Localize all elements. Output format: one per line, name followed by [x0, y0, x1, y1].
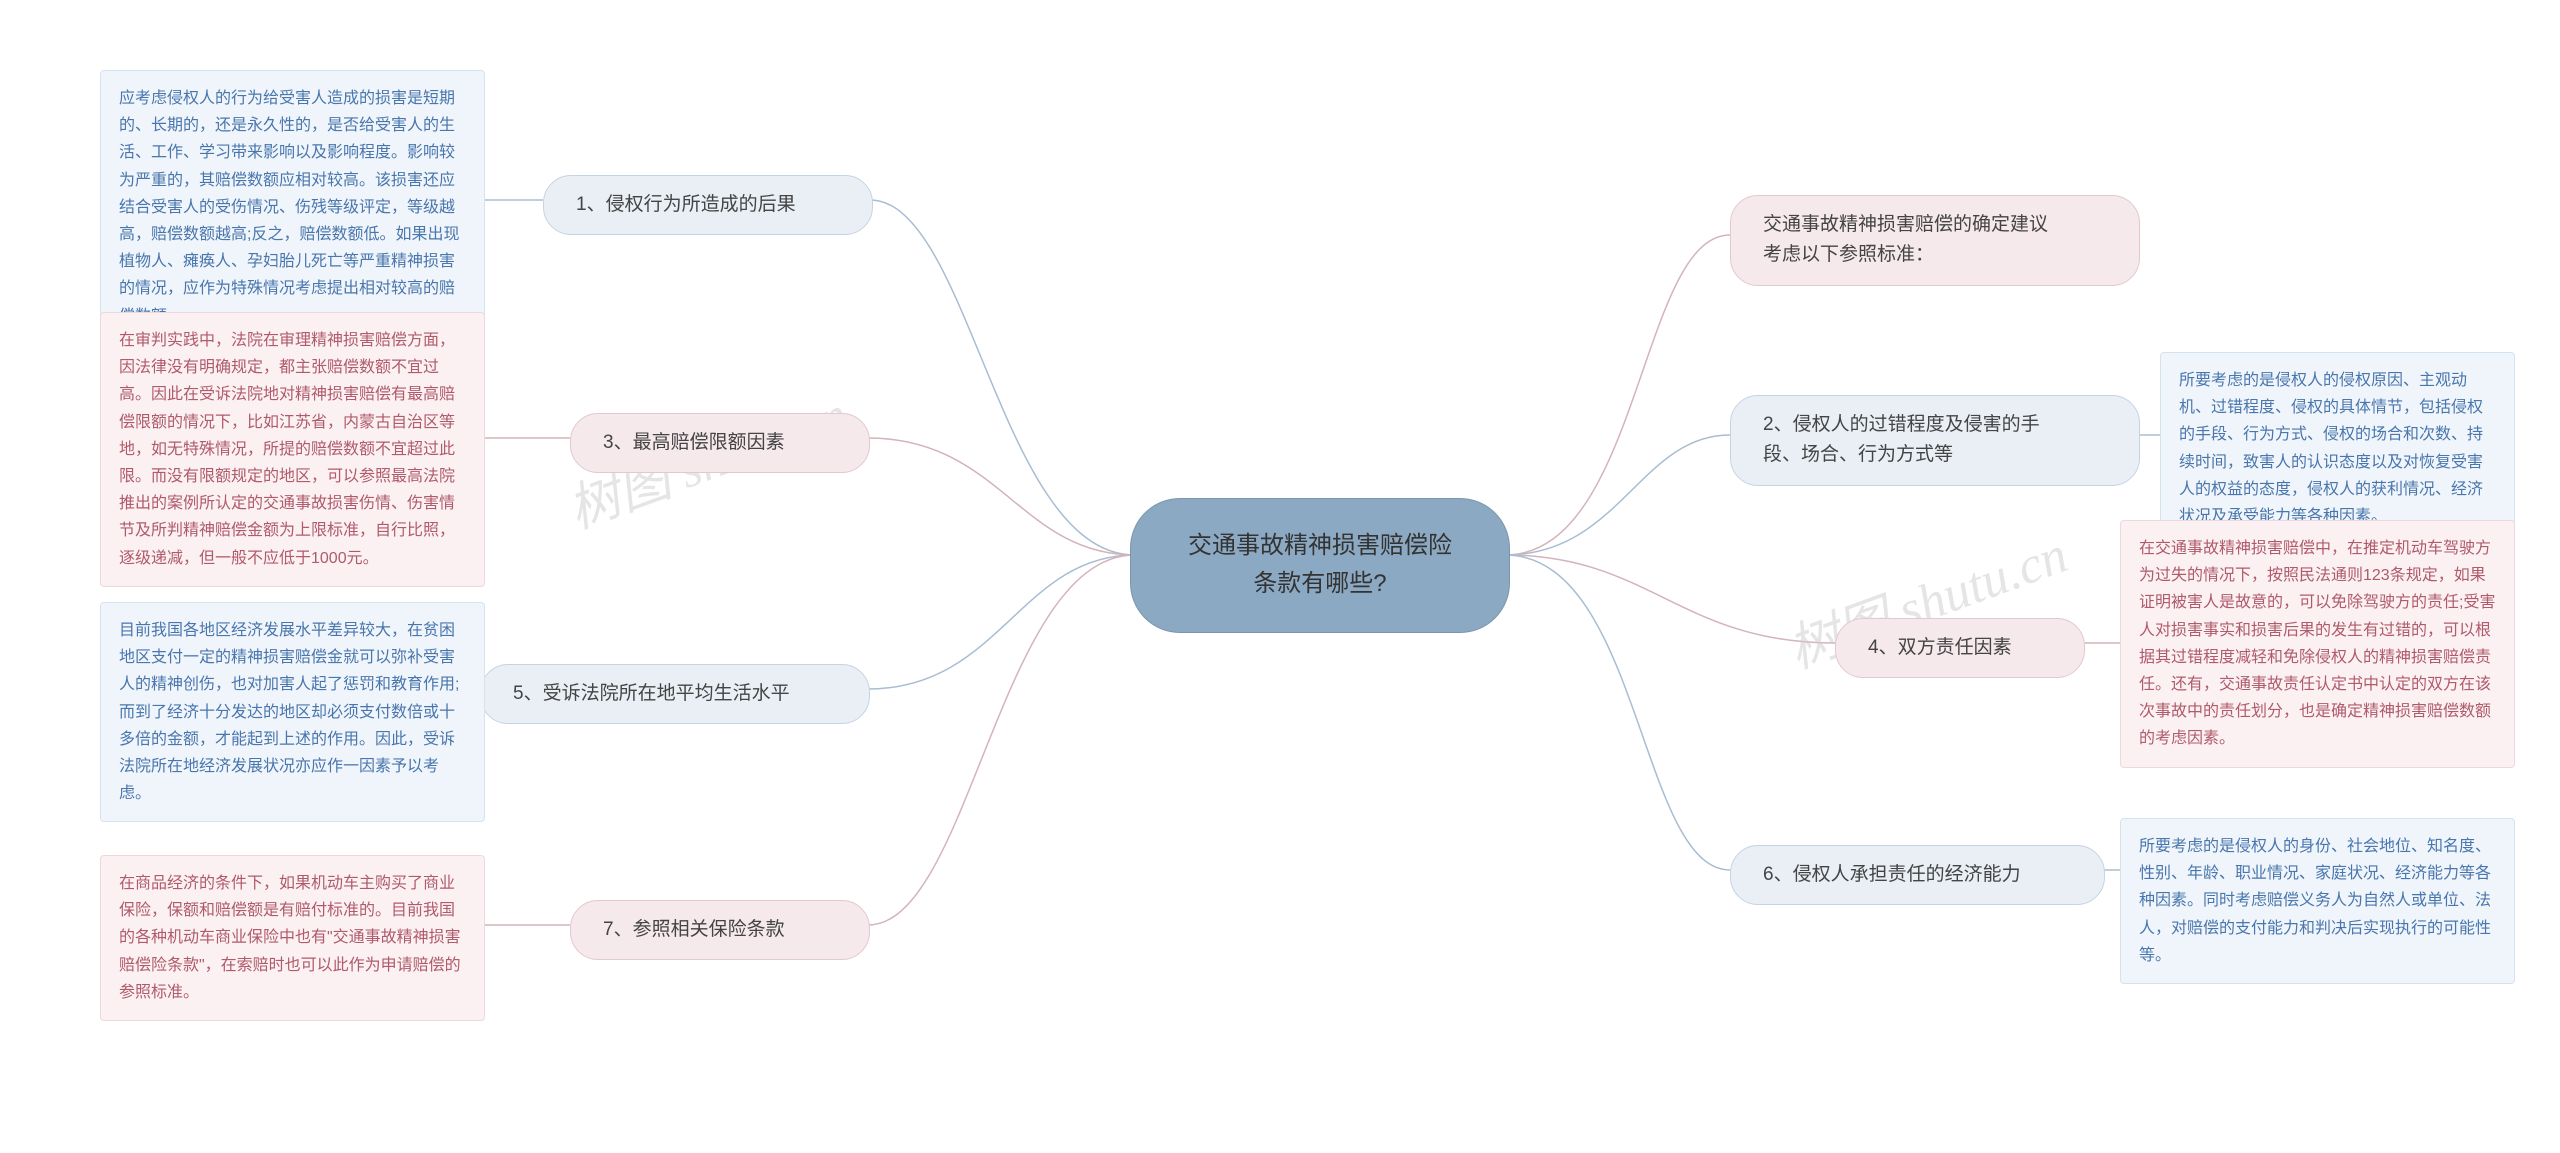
branch-l5-label: 5、受诉法院所在地平均生活水平	[513, 683, 790, 704]
branch-r2[interactable]: 2、侵权人的过错程度及侵害的手 段、场合、行为方式等	[1730, 395, 2140, 486]
center-line1: 交通事故精神损害赔偿险	[1188, 532, 1452, 559]
branch-r0-l2: 考虑以下参照标准：	[1763, 244, 1934, 265]
branch-l1[interactable]: 1、侵权行为所造成的后果	[543, 175, 873, 235]
detail-l1: 应考虑侵权人的行为给受害人造成的损害是短期的、长期的，还是永久性的，是否给受害人…	[100, 70, 485, 345]
detail-r4-text: 在交通事故精神损害赔偿中，在推定机动车驾驶方为过失的情况下，按照民法通则123条…	[2139, 540, 2495, 747]
center-line2: 条款有哪些?	[1253, 570, 1386, 597]
branch-l1-label: 1、侵权行为所造成的后果	[576, 194, 796, 215]
branch-r4[interactable]: 4、双方责任因素	[1835, 618, 2085, 678]
detail-l3: 在审判实践中，法院在审理精神损害赔偿方面，因法律没有明确规定，都主张赔偿数额不宜…	[100, 312, 485, 587]
branch-r2-l1: 2、侵权人的过错程度及侵害的手	[1763, 414, 2040, 435]
detail-l5: 目前我国各地区经济发展水平差异较大，在贫困地区支付一定的精神损害赔偿金就可以弥补…	[100, 602, 485, 822]
detail-r4: 在交通事故精神损害赔偿中，在推定机动车驾驶方为过失的情况下，按照民法通则123条…	[2120, 520, 2515, 768]
center-node[interactable]: 交通事故精神损害赔偿险 条款有哪些?	[1130, 498, 1510, 633]
branch-r2-l2: 段、场合、行为方式等	[1763, 444, 1953, 465]
detail-l7: 在商品经济的条件下，如果机动车主购买了商业保险，保额和赔偿额是有赔付标准的。目前…	[100, 855, 485, 1021]
branch-l3-label: 3、最高赔偿限额因素	[603, 432, 785, 453]
branch-r6[interactable]: 6、侵权人承担责任的经济能力	[1730, 845, 2105, 905]
branch-l3[interactable]: 3、最高赔偿限额因素	[570, 413, 870, 473]
branch-r0[interactable]: 交通事故精神损害赔偿的确定建议 考虑以下参照标准：	[1730, 195, 2140, 286]
branch-r0-l1: 交通事故精神损害赔偿的确定建议	[1763, 214, 2048, 235]
detail-l3-text: 在审判实践中，法院在审理精神损害赔偿方面，因法律没有明确规定，都主张赔偿数额不宜…	[119, 332, 455, 567]
detail-r6: 所要考虑的是侵权人的身份、社会地位、知名度、性别、年龄、职业情况、家庭状况、经济…	[2120, 818, 2515, 984]
detail-r2: 所要考虑的是侵权人的侵权原因、主观动机、过错程度、侵权的具体情节，包括侵权的手段…	[2160, 352, 2515, 545]
branch-l7-label: 7、参照相关保险条款	[603, 919, 785, 940]
detail-l5-text: 目前我国各地区经济发展水平差异较大，在贫困地区支付一定的精神损害赔偿金就可以弥补…	[119, 622, 459, 802]
branch-l5[interactable]: 5、受诉法院所在地平均生活水平	[480, 664, 870, 724]
detail-l7-text: 在商品经济的条件下，如果机动车主购买了商业保险，保额和赔偿额是有赔付标准的。目前…	[119, 875, 461, 1001]
detail-r6-text: 所要考虑的是侵权人的身份、社会地位、知名度、性别、年龄、职业情况、家庭状况、经济…	[2139, 838, 2491, 964]
branch-l7[interactable]: 7、参照相关保险条款	[570, 900, 870, 960]
branch-r6-label: 6、侵权人承担责任的经济能力	[1763, 864, 2021, 885]
detail-l1-text: 应考虑侵权人的行为给受害人造成的损害是短期的、长期的，还是永久性的，是否给受害人…	[119, 90, 459, 325]
branch-r4-label: 4、双方责任因素	[1868, 637, 2012, 658]
detail-r2-text: 所要考虑的是侵权人的侵权原因、主观动机、过错程度、侵权的具体情节，包括侵权的手段…	[2179, 372, 2483, 525]
